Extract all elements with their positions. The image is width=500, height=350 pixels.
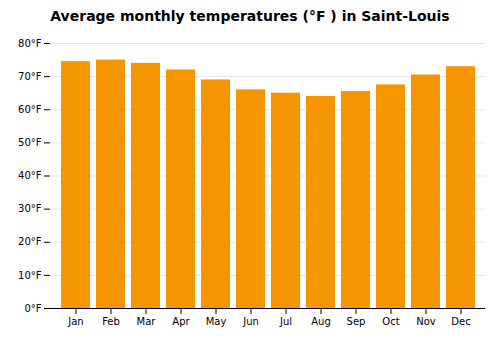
svg-text:0°F: 0°F xyxy=(24,303,41,314)
svg-text:Feb: Feb xyxy=(102,316,120,327)
svg-text:Jul: Jul xyxy=(279,316,292,327)
svg-text:50°F: 50°F xyxy=(18,137,42,148)
html-text:Average monthly temperatures (: Average monthly temperatures (°F ) in Sa… xyxy=(50,8,450,24)
svg-text:70°F: 70°F xyxy=(18,71,42,82)
svg-text:80°F: 80°F xyxy=(18,38,42,49)
svg-text:Dec: Dec xyxy=(451,316,470,327)
svg-text:Nov: Nov xyxy=(416,316,436,327)
svg-text:Aug: Aug xyxy=(311,316,331,327)
svg-text:Mar: Mar xyxy=(137,316,157,327)
svg-text:20°F: 20°F xyxy=(18,236,42,247)
svg-text:Apr: Apr xyxy=(172,316,190,327)
svg-text:60°F: 60°F xyxy=(18,104,42,115)
svg-text:10°F: 10°F xyxy=(18,270,42,281)
svg-text:Jan: Jan xyxy=(67,316,83,327)
svg-text:May: May xyxy=(206,316,227,327)
svg-text:Jun: Jun xyxy=(242,316,259,327)
svg-text:Sep: Sep xyxy=(347,316,366,327)
svg-text:40°F: 40°F xyxy=(18,170,42,181)
svg-text:30°F: 30°F xyxy=(18,203,42,214)
svg-text:Oct: Oct xyxy=(382,316,399,327)
